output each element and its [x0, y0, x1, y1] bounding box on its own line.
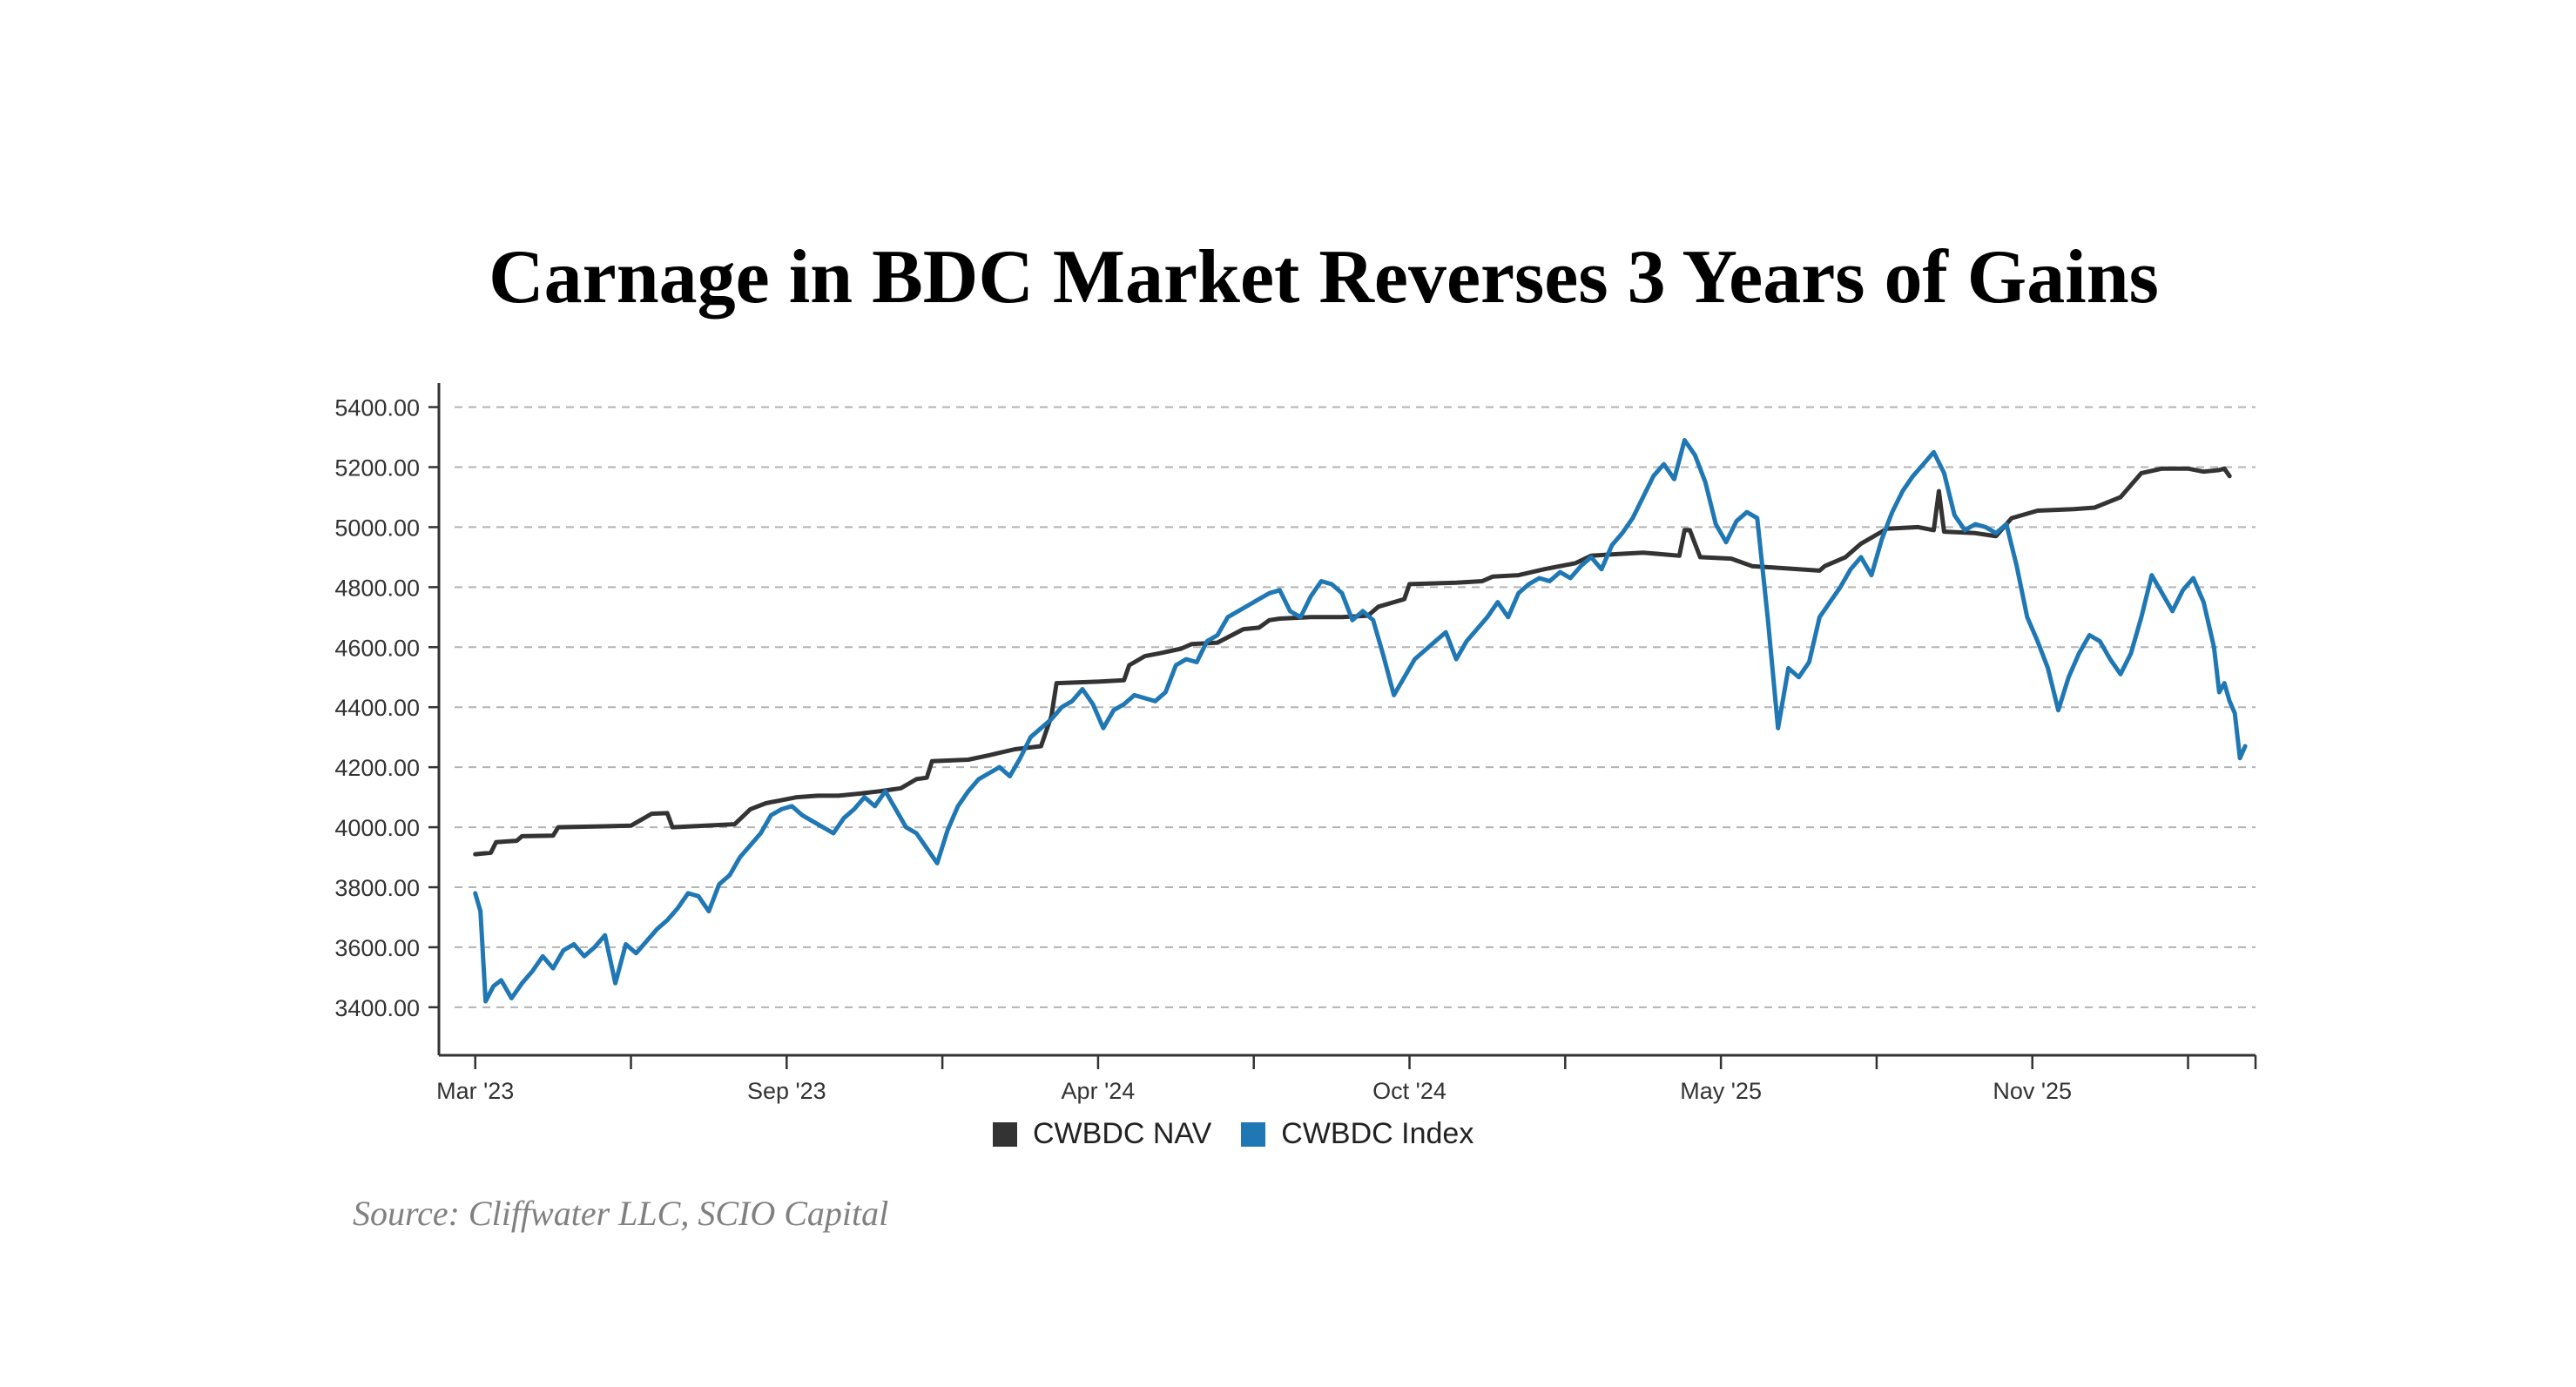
legend: CWBDC NAV CWBDC Index [993, 1117, 1503, 1151]
x-tick-label: Sep '23 [747, 1078, 826, 1104]
y-tick-label: 4000.00 [334, 815, 420, 841]
y-tick-label: 3400.00 [334, 995, 420, 1021]
legend-item-nav[interactable]: CWBDC NAV [993, 1117, 1211, 1151]
y-tick-label: 5200.00 [334, 455, 420, 481]
legend-swatch-nav [993, 1121, 1017, 1147]
x-tick-label: Apr '24 [1062, 1078, 1136, 1104]
source-note: Source: Cliffwater LLC, SCIO Capital [353, 1194, 889, 1233]
legend-label-index: CWBDC Index [1281, 1117, 1474, 1150]
y-tick-label: 5400.00 [334, 395, 420, 421]
y-tick-label: 4200.00 [334, 755, 420, 781]
series-lines [473, 438, 2248, 1004]
y-tick-label: 5000.00 [334, 515, 420, 541]
nav-series-line [473, 466, 2232, 857]
y-tick-label: 4800.00 [334, 575, 420, 601]
legend-swatch-index [1241, 1121, 1266, 1147]
x-tick-label: Nov '25 [1993, 1078, 2072, 1104]
chart-title: Carnage in BDC Market Reverses 3 Years o… [489, 235, 2159, 320]
index-series-line [473, 438, 2248, 1004]
y-tick-label: 4400.00 [334, 695, 420, 721]
y-tick-label: 3600.00 [334, 935, 420, 961]
y-tick-label: 3800.00 [334, 875, 420, 901]
x-tick-label: Oct '24 [1372, 1078, 1446, 1104]
y-tick-label: 4600.00 [334, 635, 420, 661]
legend-label-nav: CWBDC NAV [1033, 1117, 1212, 1150]
x-tick-label: Mar '23 [436, 1078, 514, 1104]
legend-item-index[interactable]: CWBDC Index [1241, 1117, 1473, 1151]
axes: 3400.00 3600.00 3800.00 4000.00 4200.00 4400.… [334, 383, 2257, 1104]
x-tick-label: May '25 [1680, 1078, 1762, 1104]
grid-lines [455, 406, 2256, 1008]
